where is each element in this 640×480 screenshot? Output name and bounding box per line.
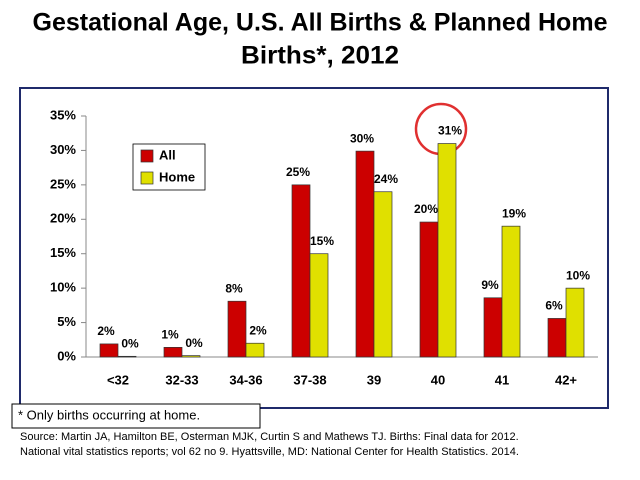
value-label: 19% <box>502 206 526 220</box>
bar <box>117 355 137 358</box>
bar <box>245 342 265 358</box>
bar <box>227 300 247 358</box>
bar <box>565 287 585 358</box>
source: Source: Martin JA, Hamilton BE, Osterman… <box>20 431 519 443</box>
value-label: 24% <box>374 172 398 186</box>
x-tick-label: 42+ <box>555 372 577 387</box>
value-label: 0% <box>185 336 203 350</box>
bar <box>291 184 311 358</box>
y-tick-label: 25% <box>50 176 76 191</box>
value-label: 6% <box>545 299 563 313</box>
chart-title: Births*, 2012 <box>241 42 399 70</box>
chart-frame <box>19 87 609 409</box>
x-tick-label: 40 <box>431 372 445 387</box>
value-label: 31% <box>438 124 462 138</box>
y-tick-label: 0% <box>57 348 76 363</box>
value-label: 30% <box>350 131 374 145</box>
bar <box>355 150 375 358</box>
x-tick-label: 39 <box>367 372 381 387</box>
footnote-box <box>11 403 261 429</box>
value-label: 1% <box>161 328 179 342</box>
bar <box>373 191 393 358</box>
bar <box>181 355 201 358</box>
y-tick-label: 30% <box>50 142 76 157</box>
y-tick-label: 15% <box>50 245 76 260</box>
y-tick-label: 35% <box>50 107 76 122</box>
value-label: 20% <box>414 202 438 216</box>
legend-label: Home <box>159 169 195 184</box>
footnote: * Only births occurring at home. <box>18 407 200 422</box>
legend-label: All <box>159 147 176 162</box>
value-label: 15% <box>310 234 334 248</box>
bar <box>437 143 457 358</box>
bar <box>163 347 183 358</box>
x-tick-label: 41 <box>495 372 509 387</box>
value-label: 2% <box>97 324 115 338</box>
value-label: 9% <box>481 278 499 292</box>
y-tick-label: 20% <box>50 211 76 226</box>
value-label: 0% <box>121 336 139 350</box>
bar <box>419 221 439 358</box>
legend-swatch <box>140 171 154 185</box>
x-tick-label: 37-38 <box>293 372 326 387</box>
legend-swatch <box>140 149 154 163</box>
bar <box>99 343 119 358</box>
bar <box>547 318 567 358</box>
x-tick-label: 34-36 <box>229 372 262 387</box>
y-tick-label: 5% <box>57 314 76 329</box>
chart-title: Gestational Age, U.S. All Births & Plann… <box>33 9 608 37</box>
bar <box>501 225 521 358</box>
value-label: 2% <box>249 323 267 337</box>
x-tick-label: 32-33 <box>165 372 198 387</box>
bar <box>309 253 329 358</box>
y-tick-label: 10% <box>50 280 76 295</box>
value-label: 10% <box>566 268 590 282</box>
bar <box>483 297 503 358</box>
value-label: 25% <box>286 165 310 179</box>
source: National vital statistics reports; vol 6… <box>20 446 519 458</box>
x-tick-label: <32 <box>107 372 129 387</box>
value-label: 8% <box>225 281 243 295</box>
